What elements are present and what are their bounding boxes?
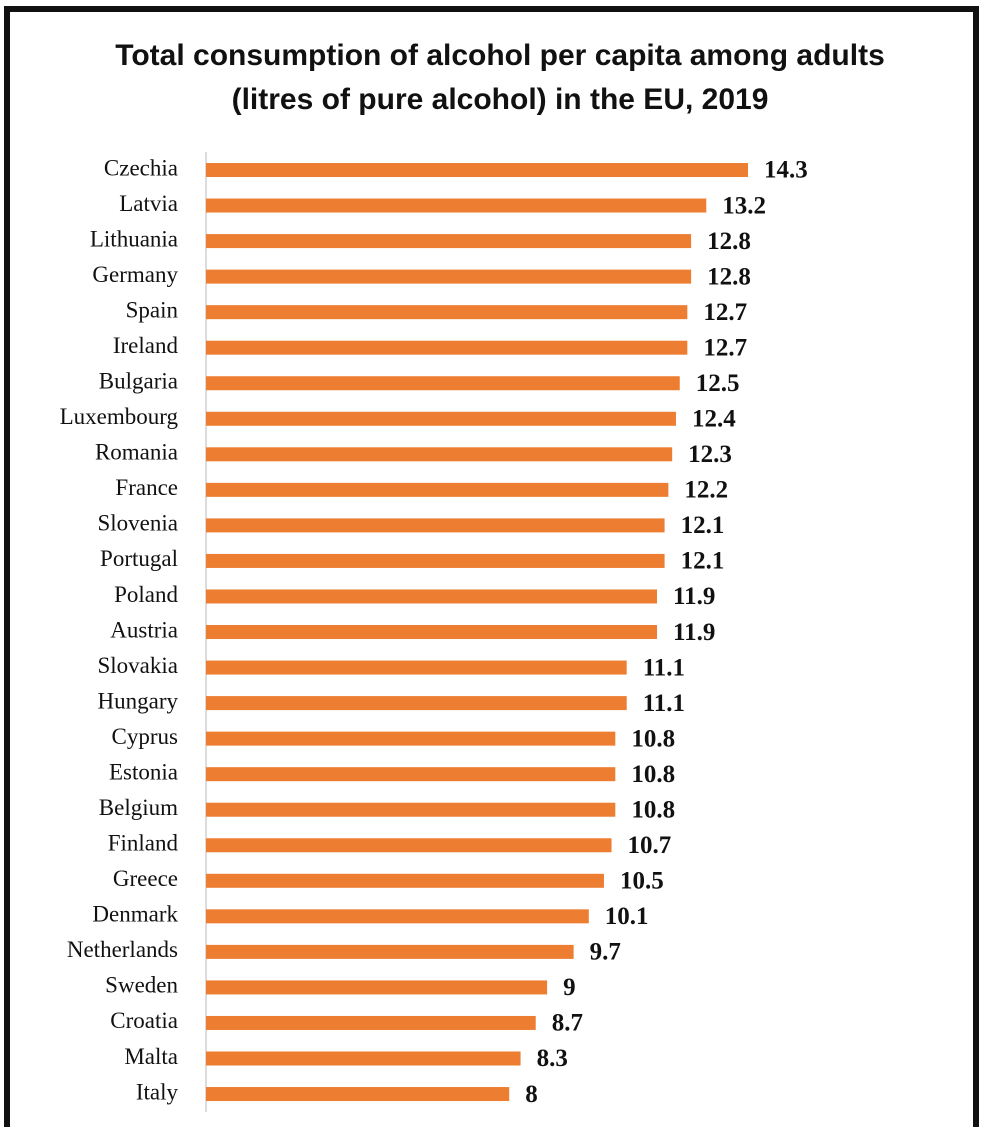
value-label: 11.9 <box>673 583 715 610</box>
value-label: 11.1 <box>643 654 685 681</box>
value-label: 12.5 <box>696 370 740 397</box>
category-label: Slovenia <box>98 511 179 536</box>
bar <box>206 873 604 888</box>
value-label: 12.4 <box>692 406 736 433</box>
chart-title: Total consumption of alcohol per capita … <box>115 39 885 116</box>
category-label: Ireland <box>113 333 179 358</box>
category-label: Slovakia <box>98 653 179 678</box>
category-label: Malta <box>124 1044 178 1069</box>
category-label: Romania <box>95 440 178 465</box>
value-label: 12.7 <box>703 299 747 326</box>
value-label: 8.7 <box>552 1010 583 1037</box>
value-label: 12.1 <box>681 512 725 539</box>
bar <box>206 980 548 995</box>
category-label: Bulgaria <box>99 369 178 394</box>
bar <box>206 1051 521 1066</box>
value-label: 10.8 <box>631 761 675 788</box>
value-label: 10.8 <box>631 796 675 823</box>
category-label: Luxembourg <box>60 404 179 429</box>
bar <box>206 482 669 497</box>
bar <box>206 589 658 604</box>
value-label: 11.1 <box>643 690 685 717</box>
bar <box>206 234 692 249</box>
bar <box>206 305 688 320</box>
bar <box>206 340 688 355</box>
bar <box>206 447 673 462</box>
bar <box>206 411 676 426</box>
category-label: Netherlands <box>67 937 178 962</box>
value-label: 10.8 <box>631 725 675 752</box>
value-label: 11.9 <box>673 619 715 646</box>
category-label: Germany <box>92 262 178 287</box>
category-label: Spain <box>126 297 179 322</box>
bar <box>206 1015 536 1030</box>
value-label: 12.3 <box>688 441 732 468</box>
category-label: Lithuania <box>90 226 178 251</box>
bar <box>206 518 665 533</box>
category-label: Portugal <box>100 546 178 571</box>
category-label: Latvia <box>119 191 178 216</box>
bar <box>206 802 616 817</box>
bar <box>206 198 707 213</box>
value-label: 9 <box>563 974 576 1001</box>
bar <box>206 269 692 284</box>
category-label: Belgium <box>99 795 178 820</box>
category-label: Greece <box>113 866 178 891</box>
category-label: Austria <box>110 617 178 642</box>
bar <box>206 731 616 746</box>
category-label: Hungary <box>98 688 179 713</box>
value-label: 10.7 <box>628 832 672 859</box>
bar <box>206 696 627 711</box>
category-label: Estonia <box>109 759 178 784</box>
bar <box>206 553 665 568</box>
category-label: Czechia <box>104 155 178 180</box>
bar <box>206 944 574 959</box>
category-label: Sweden <box>105 973 178 998</box>
value-label: 12.2 <box>684 477 728 504</box>
category-label: Croatia <box>110 1008 178 1033</box>
value-label: 9.7 <box>590 939 621 966</box>
bar <box>206 767 616 782</box>
value-label: 8.3 <box>537 1045 568 1072</box>
value-label: 12.1 <box>681 548 725 575</box>
category-label: Denmark <box>92 902 178 927</box>
frame <box>4 6 979 1127</box>
bar <box>206 909 589 924</box>
category-label: France <box>115 475 178 500</box>
category-label: Finland <box>108 831 179 856</box>
value-label: 14.3 <box>764 157 808 184</box>
category-label: Poland <box>114 582 178 607</box>
value-label: 13.2 <box>722 192 766 219</box>
value-label: 12.8 <box>707 263 751 290</box>
value-label: 10.1 <box>605 903 649 930</box>
bar <box>206 163 748 177</box>
bar <box>206 376 680 391</box>
value-label: 12.8 <box>707 228 751 255</box>
bar <box>206 838 612 853</box>
bar <box>206 660 627 675</box>
category-label: Italy <box>136 1079 179 1104</box>
category-label: Cyprus <box>112 724 179 749</box>
value-label: 8 <box>525 1081 538 1108</box>
bar <box>206 1087 510 1102</box>
bar <box>206 625 658 640</box>
value-label: 12.7 <box>703 334 747 361</box>
value-label: 10.5 <box>620 868 664 895</box>
